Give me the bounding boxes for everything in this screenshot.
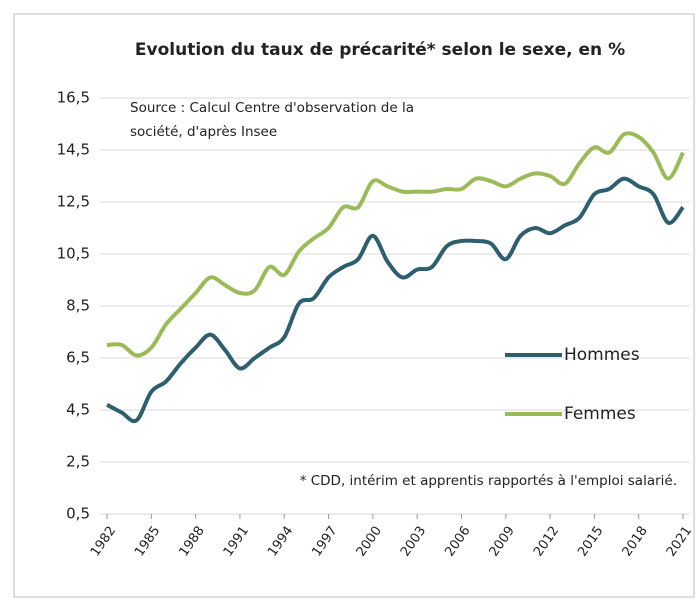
y-tick-label: 8,5 [66,297,90,315]
y-tick-label: 6,5 [66,349,90,367]
y-tick-label: 14,5 [57,141,90,159]
footnote: * CDD, intérim et apprentis rapportés à … [300,473,677,489]
chart-title: Evolution du taux de précarité* selon le… [135,40,625,60]
y-tick-label: 10,5 [57,245,90,263]
y-tick-label: 0,5 [66,505,90,523]
y-tick-label: 4,5 [66,401,90,419]
series-line [106,131,685,358]
source-note: société, d'après Insee [130,124,277,140]
legend-label: Femmes [564,404,636,424]
series-line [106,176,685,424]
legend-label: Hommes [564,345,640,365]
y-tick-label: 2,5 [66,453,90,471]
y-tick-label: 12,5 [57,193,90,211]
y-tick-label: 16,5 [57,89,90,107]
source-note: Source : Calcul Centre d'observation de … [130,100,414,116]
